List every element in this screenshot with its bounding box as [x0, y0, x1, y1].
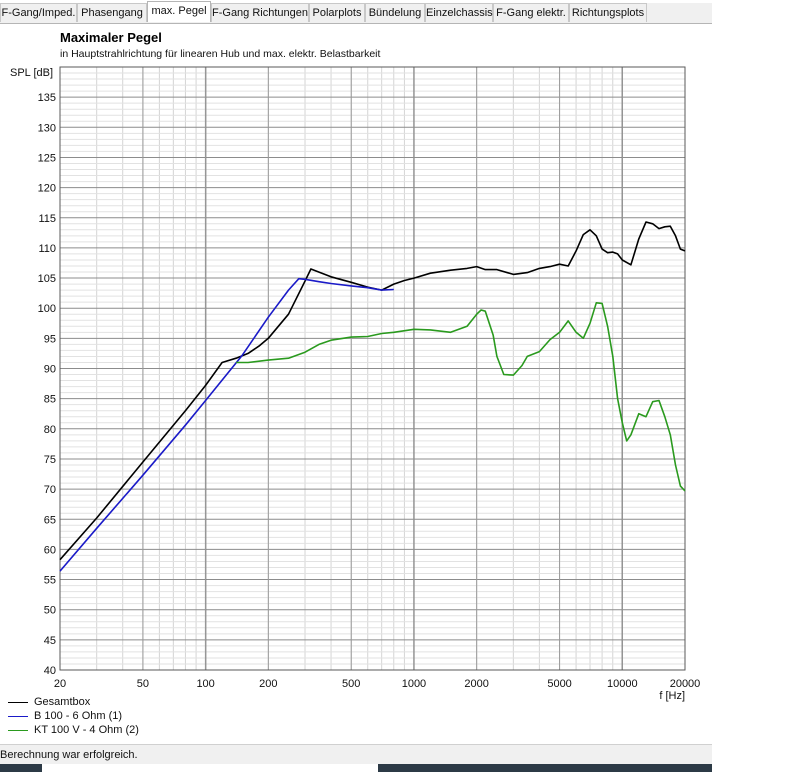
chart-svg: 40 45 50 55 60 65 70 75 80 85 90 95 100 105 110 115 120 1… [10, 66, 701, 702]
x-tick-label: 10000 [607, 678, 638, 690]
series-line-1 [59, 277, 394, 572]
tab-f-gang-elektr[interactable]: F-Gang elektr. [493, 3, 569, 22]
series-line-2 [236, 301, 686, 492]
status-bar: Berechnung war erfolgreich. [0, 744, 712, 765]
tab-einzelchassis[interactable]: Einzelchassis [425, 3, 493, 22]
tab-max-pegel[interactable]: max. Pegel [147, 1, 211, 22]
x-axis-label: f [Hz] [659, 690, 685, 702]
y-tick-label: 70 [44, 484, 56, 496]
y-tick-label: 100 [38, 303, 56, 315]
y-tick-label: 55 [44, 575, 56, 587]
legend-swatch-kt100v [8, 730, 28, 731]
plot-border [59, 66, 686, 671]
tab-f-gang-richtungen[interactable]: F-Gang Richtungen [211, 3, 309, 22]
x-tick-label: 20000 [670, 678, 701, 690]
y-tick-label: 45 [44, 635, 56, 647]
y-axis-label: SPL [dB] [10, 67, 53, 79]
y-tick-label: 40 [44, 665, 56, 677]
taskbar-left [0, 764, 42, 772]
app-window: F-Gang/Imped. Phasengang max. Pegel F-Ga… [0, 0, 712, 772]
legend-label-b100: B 100 - 6 Ohm (1) [34, 710, 123, 722]
y-tick-label: 135 [38, 92, 56, 104]
y-tick-label: 115 [38, 213, 56, 225]
y-tick-label: 65 [44, 514, 56, 526]
x-tick-label: 5000 [547, 678, 571, 690]
x-tick-label: 20 [54, 678, 66, 690]
tab-f-gang-imped[interactable]: F-Gang/Imped. [0, 3, 77, 22]
tab-bar: F-Gang/Imped. Phasengang max. Pegel F-Ga… [0, 1, 712, 24]
legend-swatch-b100 [8, 716, 28, 717]
y-tick-label: 75 [44, 454, 56, 466]
legend-label-gesamtbox: Gesamtbox [34, 696, 91, 708]
tab-polarplots[interactable]: Polarplots [309, 3, 365, 22]
tab-richtungsplots[interactable]: Richtungsplots [569, 3, 647, 22]
y-tick-label: 90 [44, 364, 56, 376]
y-tick-label: 80 [44, 424, 56, 436]
y-tick-label: 60 [44, 544, 56, 556]
series-line-0 [59, 221, 686, 561]
legend-swatch-gesamtbox [8, 702, 28, 703]
chart-subtitle: in Hauptstrahlrichtung für linearen Hub … [60, 48, 381, 60]
taskbar-right [378, 764, 712, 772]
taskbar-gap [42, 764, 378, 772]
status-text: Berechnung war erfolgreich. [0, 749, 138, 761]
y-tick-label: 85 [44, 394, 56, 406]
x-tick-label: 200 [259, 678, 277, 690]
chart-title: Maximaler Pegel [60, 30, 162, 45]
y-tick-label: 110 [38, 243, 56, 255]
tab-buendelung[interactable]: Bündelung [365, 3, 425, 22]
y-tick-label: 50 [44, 605, 56, 617]
y-tick-label: 95 [44, 333, 56, 345]
y-tick-label: 130 [38, 122, 56, 134]
y-tick-label: 120 [38, 183, 56, 195]
tab-phasengang[interactable]: Phasengang [77, 3, 147, 22]
x-tick-label: 2000 [464, 678, 488, 690]
legend-label-kt100v: KT 100 V - 4 Ohm (2) [34, 724, 139, 736]
x-tick-label: 100 [196, 678, 214, 690]
x-tick-label: 500 [342, 678, 360, 690]
x-tick-label: 50 [137, 678, 149, 690]
y-tick-label: 125 [38, 152, 56, 164]
x-tick-label: 1000 [402, 678, 426, 690]
y-tick-label: 105 [38, 273, 56, 285]
